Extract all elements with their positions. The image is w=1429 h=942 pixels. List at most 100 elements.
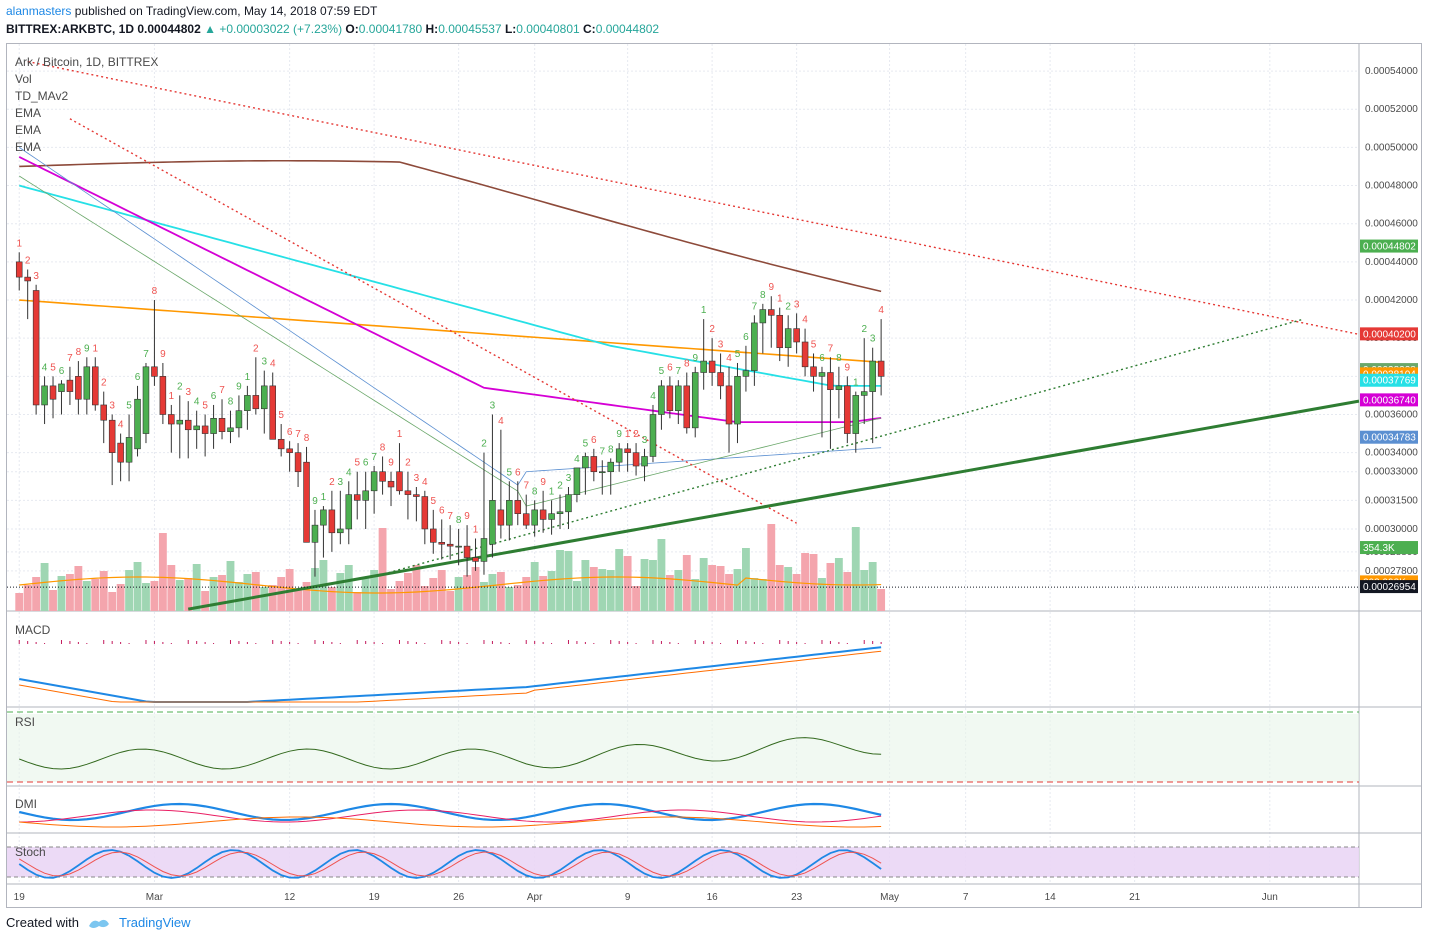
- candle-body: [49, 385, 57, 400]
- volume-bar: [792, 574, 801, 611]
- td-count-label: 9: [464, 511, 470, 522]
- tradingview-brand[interactable]: TradingView: [118, 915, 191, 930]
- volume-bar: [589, 567, 598, 611]
- candle-body: [624, 448, 631, 453]
- author-link[interactable]: alanmasters: [6, 4, 72, 18]
- candle-body: [362, 490, 369, 501]
- volume-bar: [657, 539, 666, 611]
- volume-bar: [32, 577, 41, 611]
- volume-bar: [496, 572, 505, 611]
- td-count-label: 2: [405, 458, 411, 469]
- price-tick-label: 0.00031500: [1365, 495, 1418, 506]
- td-count-label: 3: [566, 473, 572, 484]
- price-tick-label: 0.00050000: [1365, 142, 1418, 153]
- publish-header: alanmasters published on TradingView.com…: [6, 4, 377, 18]
- volume-bar: [674, 570, 683, 611]
- candle-body: [430, 528, 437, 543]
- volume-bar: [851, 527, 860, 611]
- volume-bar: [243, 574, 252, 611]
- candle-body: [446, 543, 454, 547]
- rsi-title: RSI: [15, 715, 35, 729]
- footer: Created with TradingView: [6, 915, 191, 930]
- time-tick-label: 14: [1045, 892, 1057, 903]
- volume-bar: [74, 566, 83, 611]
- td-count-label: 4: [422, 477, 428, 488]
- volume-bar: [378, 528, 387, 611]
- td-count-label: 1: [777, 294, 783, 305]
- td-count-label: 5: [430, 496, 436, 507]
- candle-body: [691, 372, 699, 429]
- dmi-title: DMI: [15, 797, 37, 811]
- td-count-label: 3: [185, 387, 191, 398]
- candle-body: [92, 366, 99, 406]
- price-badge: [1360, 580, 1418, 594]
- time-tick-label: 12: [284, 892, 296, 903]
- td-count-label: 9: [616, 429, 622, 440]
- time-tick-label: 19: [14, 892, 26, 903]
- candle-body: [632, 452, 640, 467]
- change-value: +0.00003022 (+7.23%): [219, 22, 343, 36]
- td-count-label: 4: [498, 416, 504, 427]
- td-count-label: 3: [870, 334, 876, 345]
- volume-bar: [158, 533, 167, 611]
- td-count-label: 3: [490, 400, 496, 411]
- candle-body: [159, 376, 167, 415]
- td-count-label: 1: [92, 343, 98, 354]
- td-count-label: 4: [802, 315, 808, 326]
- candle-body: [201, 425, 209, 434]
- td-count-label: 6: [667, 362, 673, 373]
- time-tick-label: 26: [453, 892, 465, 903]
- ma-blue-line: [19, 147, 882, 486]
- candle-body: [244, 395, 251, 411]
- price-badge: [1360, 430, 1418, 444]
- price-tick-label: 0.00052000: [1365, 104, 1418, 115]
- candle-body: [810, 366, 817, 377]
- candle-body: [387, 480, 395, 488]
- volume-bar: [877, 589, 886, 611]
- candle-body: [539, 509, 547, 520]
- volume-bar: [201, 591, 210, 611]
- volume-bar: [108, 592, 117, 611]
- td-count-label: 1: [625, 429, 631, 440]
- volume-bar: [539, 576, 548, 611]
- volume-bar: [49, 590, 57, 611]
- candle-body: [311, 524, 319, 543]
- volume-bar: [327, 587, 336, 611]
- td-count-label: 4: [118, 420, 124, 431]
- td-count-label: 8: [304, 433, 310, 444]
- candle-body: [675, 385, 682, 411]
- candle-body: [15, 261, 23, 278]
- candle-body: [353, 494, 361, 501]
- candle-body: [565, 494, 572, 513]
- candle-body: [641, 456, 648, 467]
- volume-bar: [23, 585, 32, 611]
- symbol-header: BITTREX:ARKBTC, 1D 0.00044802 ▲ +0.00003…: [6, 22, 659, 36]
- volume-bar: [564, 551, 573, 611]
- candle-body: [193, 425, 200, 431]
- stoch-k-line: [18, 849, 882, 879]
- candle-body: [252, 395, 260, 410]
- volume-bar: [167, 565, 176, 611]
- price-tick-label: 0.00044000: [1365, 257, 1418, 268]
- time-tick-label: 16: [707, 892, 719, 903]
- volume-bar: [344, 565, 353, 611]
- volume-bar: [420, 586, 429, 611]
- td-count-label: 2: [177, 381, 183, 392]
- td-count-label: 3: [338, 477, 344, 488]
- td-count-label: 4: [270, 359, 276, 370]
- ma-green-line: [19, 175, 882, 507]
- td-count-label: 2: [253, 343, 259, 354]
- price-badge: [1360, 239, 1418, 253]
- candle-body: [337, 528, 344, 534]
- td-count-label: 2: [861, 324, 867, 335]
- candle-body: [658, 385, 665, 415]
- legend-entry: Ark / Bitcoin, 1D, BITTREX: [15, 55, 158, 69]
- price-badge-label: 0.00044802: [1363, 242, 1416, 253]
- td-count-label: 1: [321, 492, 327, 503]
- td-count-label: 8: [608, 444, 614, 455]
- volume-bar: [116, 584, 125, 611]
- candle-body: [320, 509, 327, 526]
- td-count-label: 2: [101, 378, 107, 389]
